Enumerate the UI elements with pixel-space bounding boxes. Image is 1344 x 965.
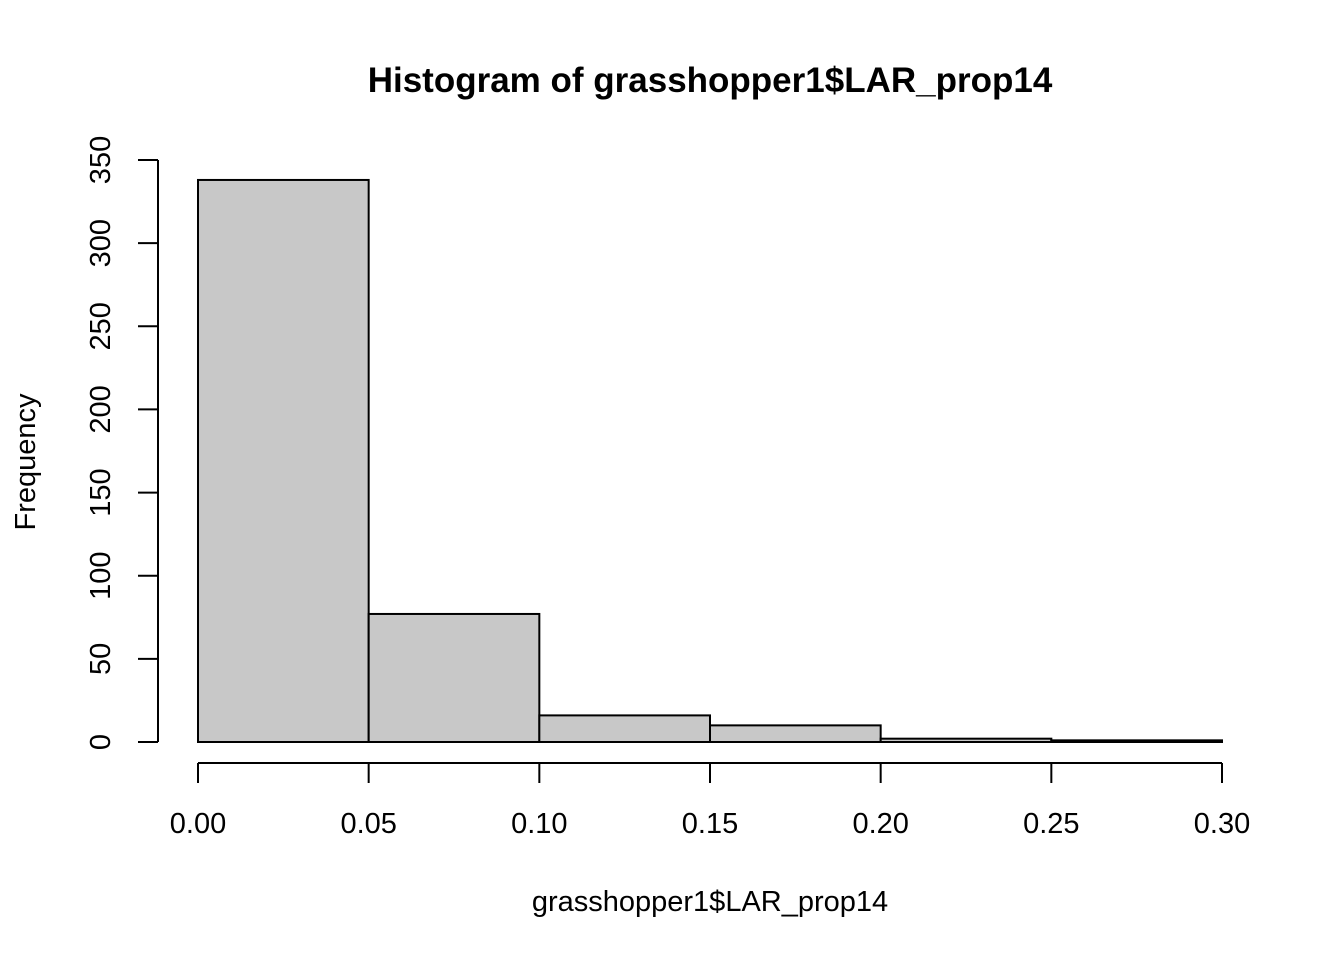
- histogram-bar-4: [709, 724, 882, 743]
- y-tick-label: 150: [85, 468, 117, 516]
- histogram-bar-2: [367, 612, 541, 744]
- y-tick-label: 350: [85, 136, 117, 184]
- y-tick-label: 50: [85, 643, 117, 675]
- x-tick-label: 0.05: [340, 808, 396, 840]
- histogram-bar-5: [879, 737, 1053, 743]
- x-axis: 0.00 0.05 0.10 0.15 0.20 0.25 0.30: [170, 762, 1250, 840]
- x-tick-label: 0.30: [1194, 808, 1250, 840]
- y-tick-label: 100: [85, 552, 117, 600]
- histogram-bar-1: [197, 178, 370, 743]
- y-tick-label: 250: [85, 302, 117, 350]
- y-tick-label: 0: [85, 734, 117, 750]
- histogram-bar-6: [1050, 739, 1224, 744]
- x-tick-label: 0.20: [852, 808, 908, 840]
- y-axis: 0 50 100 150 200 250 300 350: [85, 136, 159, 750]
- y-tick-label: 200: [85, 385, 117, 433]
- chart-title: Histogram of grasshopper1$LAR_prop14: [368, 61, 1053, 100]
- x-tick-label: 0.10: [511, 808, 567, 840]
- histogram-bar-3: [538, 714, 711, 744]
- x-tick-label: 0.00: [170, 808, 226, 840]
- x-axis-label: grasshopper1$LAR_prop14: [532, 886, 888, 918]
- y-tick-label: 300: [85, 219, 117, 267]
- x-tick-label: 0.25: [1023, 808, 1079, 840]
- x-tick-label: 0.15: [682, 808, 738, 840]
- bars-layer: [197, 178, 1224, 744]
- y-axis-label: Frequency: [10, 393, 42, 531]
